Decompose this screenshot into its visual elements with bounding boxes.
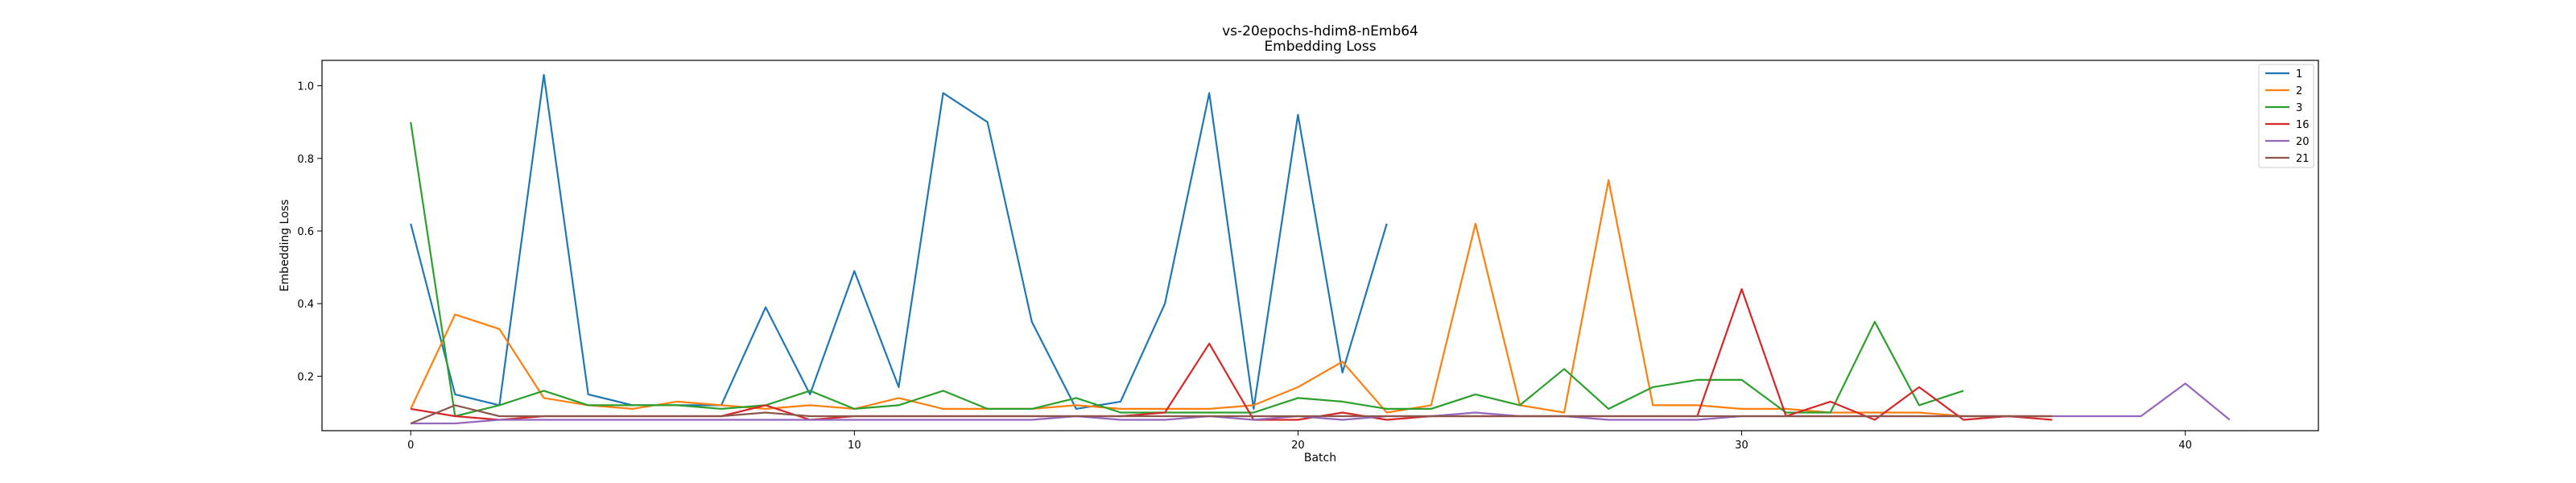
y-tick-label-4: 1.0: [297, 81, 314, 93]
x-tick-label-3: 30: [1735, 440, 1748, 452]
legend: 1 2 3 16 20 21: [2258, 64, 2314, 168]
legend-label-4: 20: [2296, 136, 2310, 148]
legend-label-0: 1: [2296, 68, 2302, 80]
chart-title: vs-20epochs-hdim8-nEmb64: [1222, 23, 1418, 39]
series-line-5: [410, 404, 2053, 425]
series-line-2: [410, 122, 1964, 418]
y-tick-label-2: 0.6: [297, 226, 314, 238]
y-tick-label-3: 0.8: [297, 154, 314, 166]
y-axis-label: Embedding Loss: [279, 200, 291, 292]
plot-lines: [410, 73, 2231, 425]
x-tick-label-0: 0: [407, 440, 414, 452]
legend-frame: [2258, 64, 2314, 168]
axis-ticks: 0 10 20 30 40 0.2 0.4 0.6 0.8 1.0: [297, 81, 2192, 452]
legend-label-2: 3: [2296, 102, 2302, 114]
chart-subtitle: Embedding Loss: [1264, 39, 1376, 55]
x-axis-label: Batch: [1304, 452, 1336, 464]
legend-label-5: 21: [2296, 153, 2310, 165]
y-tick-label-0: 0.2: [297, 371, 314, 383]
series-line-0: [410, 73, 1388, 410]
x-tick-label-4: 40: [2178, 440, 2192, 452]
x-tick-label-2: 20: [1291, 440, 1305, 452]
x-tick-label-1: 10: [848, 440, 861, 452]
legend-label-3: 16: [2296, 119, 2310, 131]
y-tick-label-1: 0.4: [297, 299, 314, 311]
legend-label-1: 2: [2296, 85, 2302, 97]
plot-frame: [321, 60, 2319, 431]
series-line-1: [410, 179, 2053, 418]
